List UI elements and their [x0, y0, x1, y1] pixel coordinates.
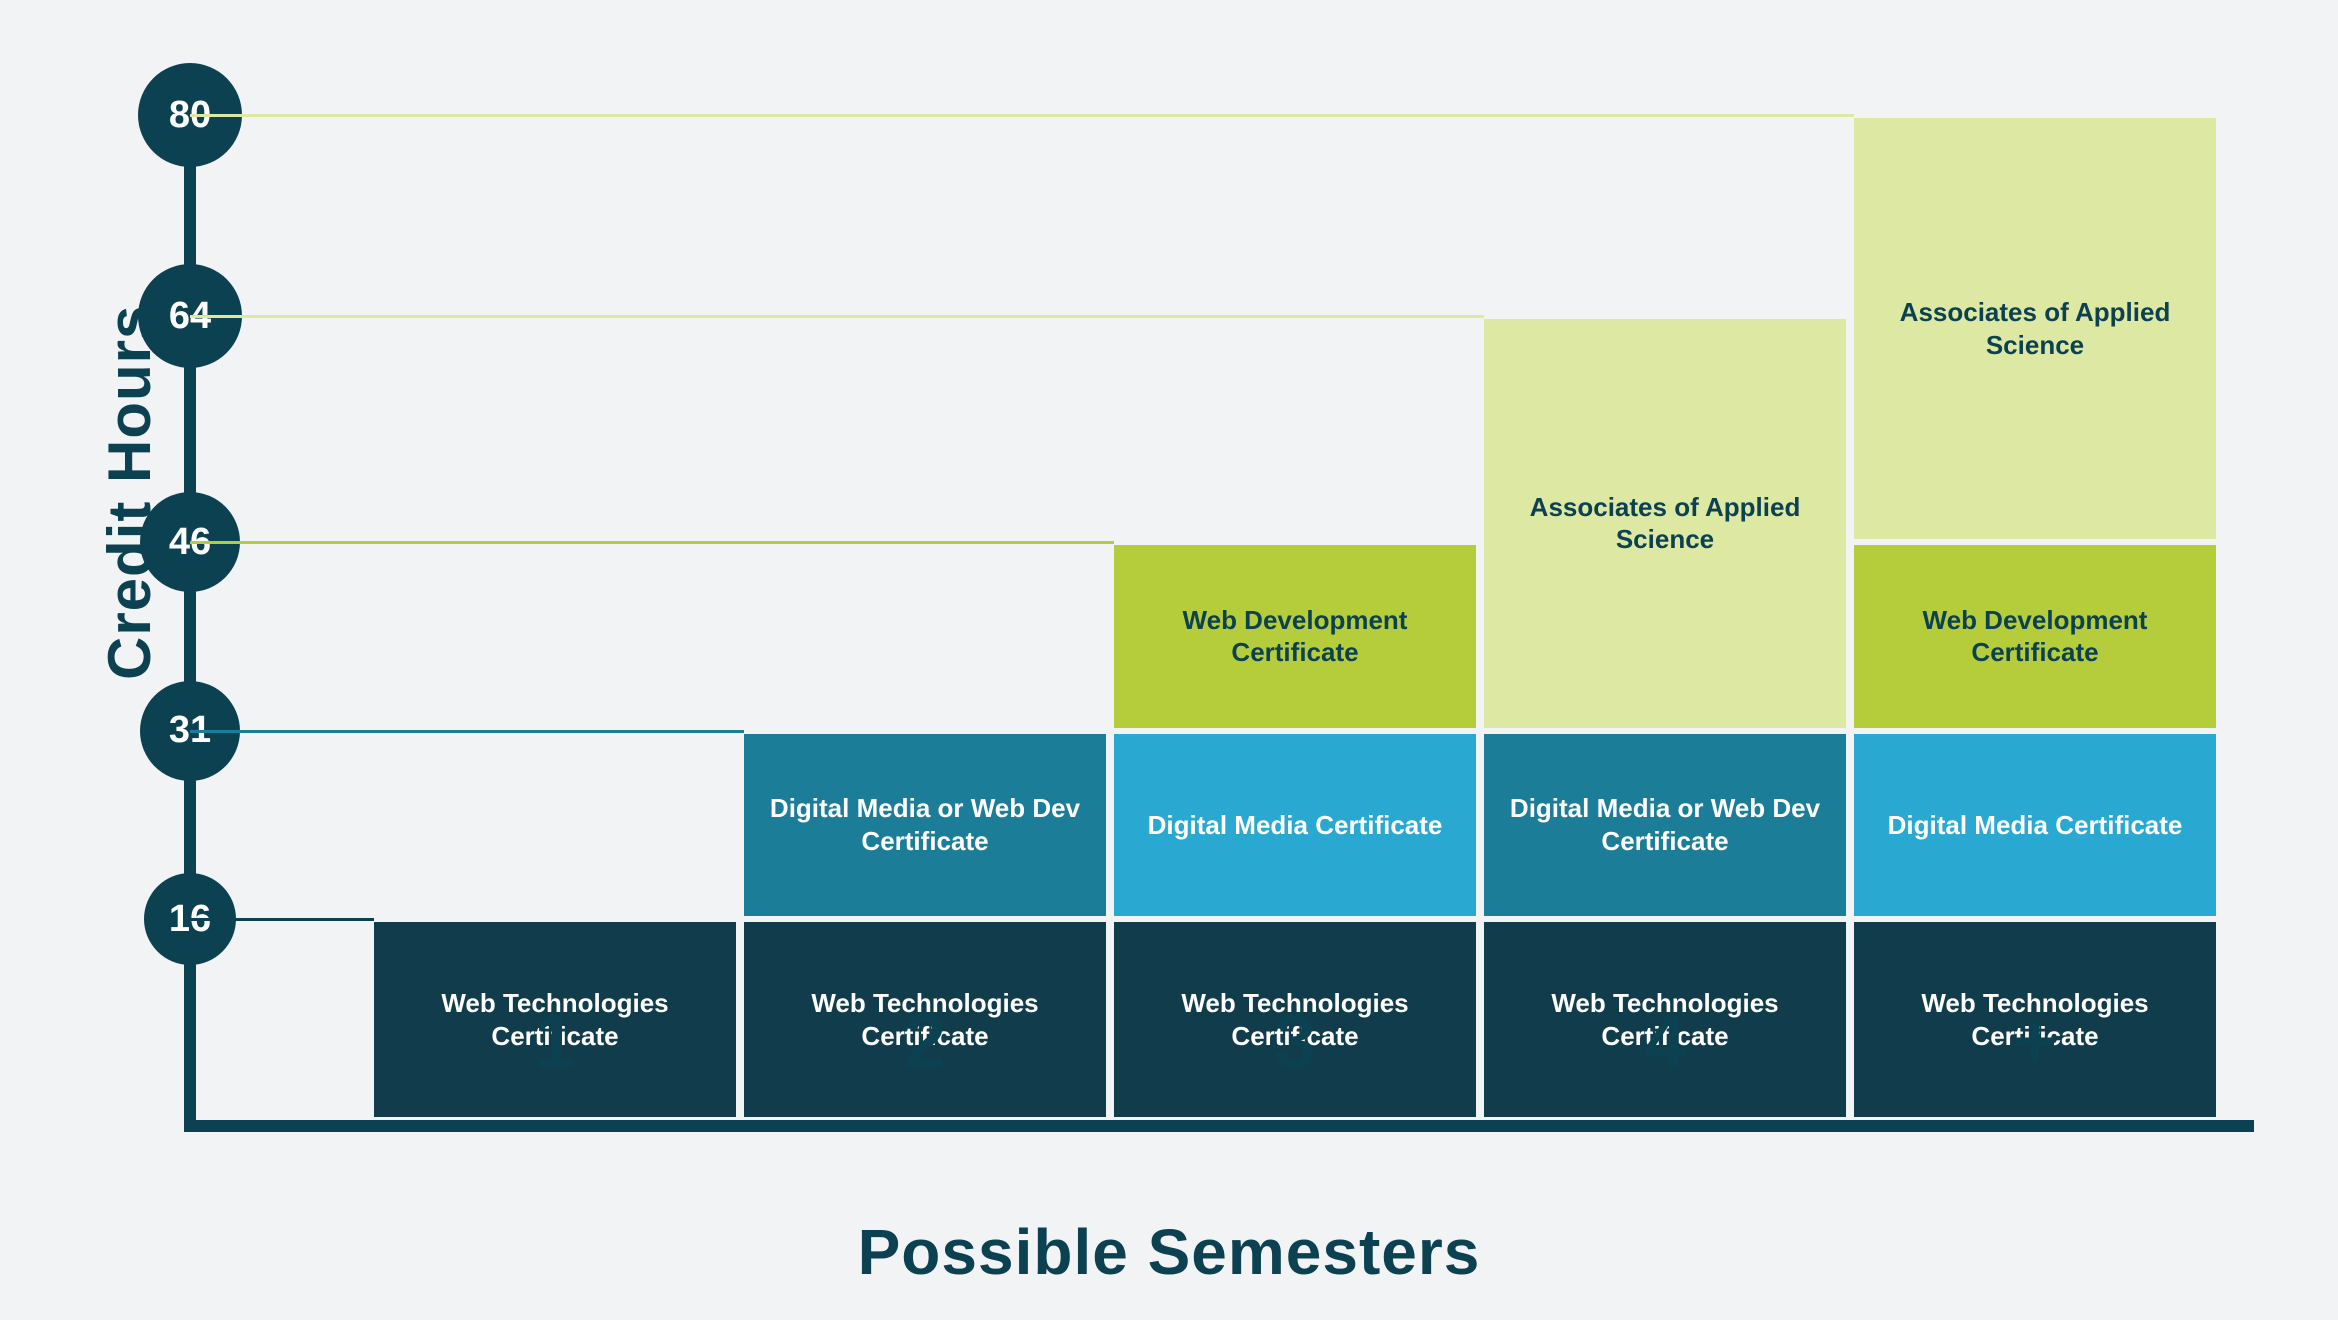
x-axis-line: [184, 1120, 2254, 1132]
credential-block-label: Digital Media or Web Dev Certificate: [1498, 792, 1832, 857]
gridline: [190, 315, 1484, 318]
credential-block: Digital Media Certificate: [1114, 734, 1476, 916]
gridline: [190, 730, 744, 733]
chart-stage: Credit Hours Possible Semesters 16314664…: [0, 0, 2338, 1320]
credential-block: Digital Media Certificate: [1854, 734, 2216, 916]
semester-label-text: 1: [534, 999, 576, 1084]
credential-block-label: Associates of Applied Science: [1868, 296, 2202, 361]
credential-block: Associates of Applied Science: [1854, 118, 2216, 539]
semester-label: +: [1850, 998, 2220, 1085]
y-axis-title: Credit Hours: [95, 305, 164, 680]
credential-block: Associates of Applied Science: [1484, 319, 1846, 728]
semester-label: 3: [1110, 998, 1480, 1085]
credential-block: Digital Media or Web Dev Certificate: [1484, 734, 1846, 916]
credential-block-label: Web Development Certificate: [1128, 604, 1462, 669]
credential-block-label: Digital Media Certificate: [1888, 809, 2183, 842]
gridline: [190, 114, 1854, 117]
gridline: [190, 918, 374, 921]
semester-label-text: 3: [1274, 999, 1316, 1084]
credential-block-label: Digital Media Certificate: [1148, 809, 1443, 842]
credential-block-label: Digital Media or Web Dev Certificate: [758, 792, 1092, 857]
credential-block-label: Web Development Certificate: [1868, 604, 2202, 669]
credential-block: Web Development Certificate: [1854, 545, 2216, 727]
semester-label: 1: [370, 998, 740, 1085]
semester-label-text: +: [2013, 999, 2057, 1084]
semester-label: 2: [740, 998, 1110, 1085]
credential-block: Web Development Certificate: [1114, 545, 1476, 727]
semester-label-text: 2: [904, 999, 946, 1084]
credential-block: Digital Media or Web Dev Certificate: [744, 734, 1106, 916]
semester-label-text: 4: [1644, 999, 1686, 1084]
semester-label: 4: [1480, 998, 1850, 1085]
credential-block-label: Associates of Applied Science: [1498, 491, 1832, 556]
x-axis-title: Possible Semesters: [0, 1215, 2338, 1289]
gridline: [190, 541, 1114, 544]
